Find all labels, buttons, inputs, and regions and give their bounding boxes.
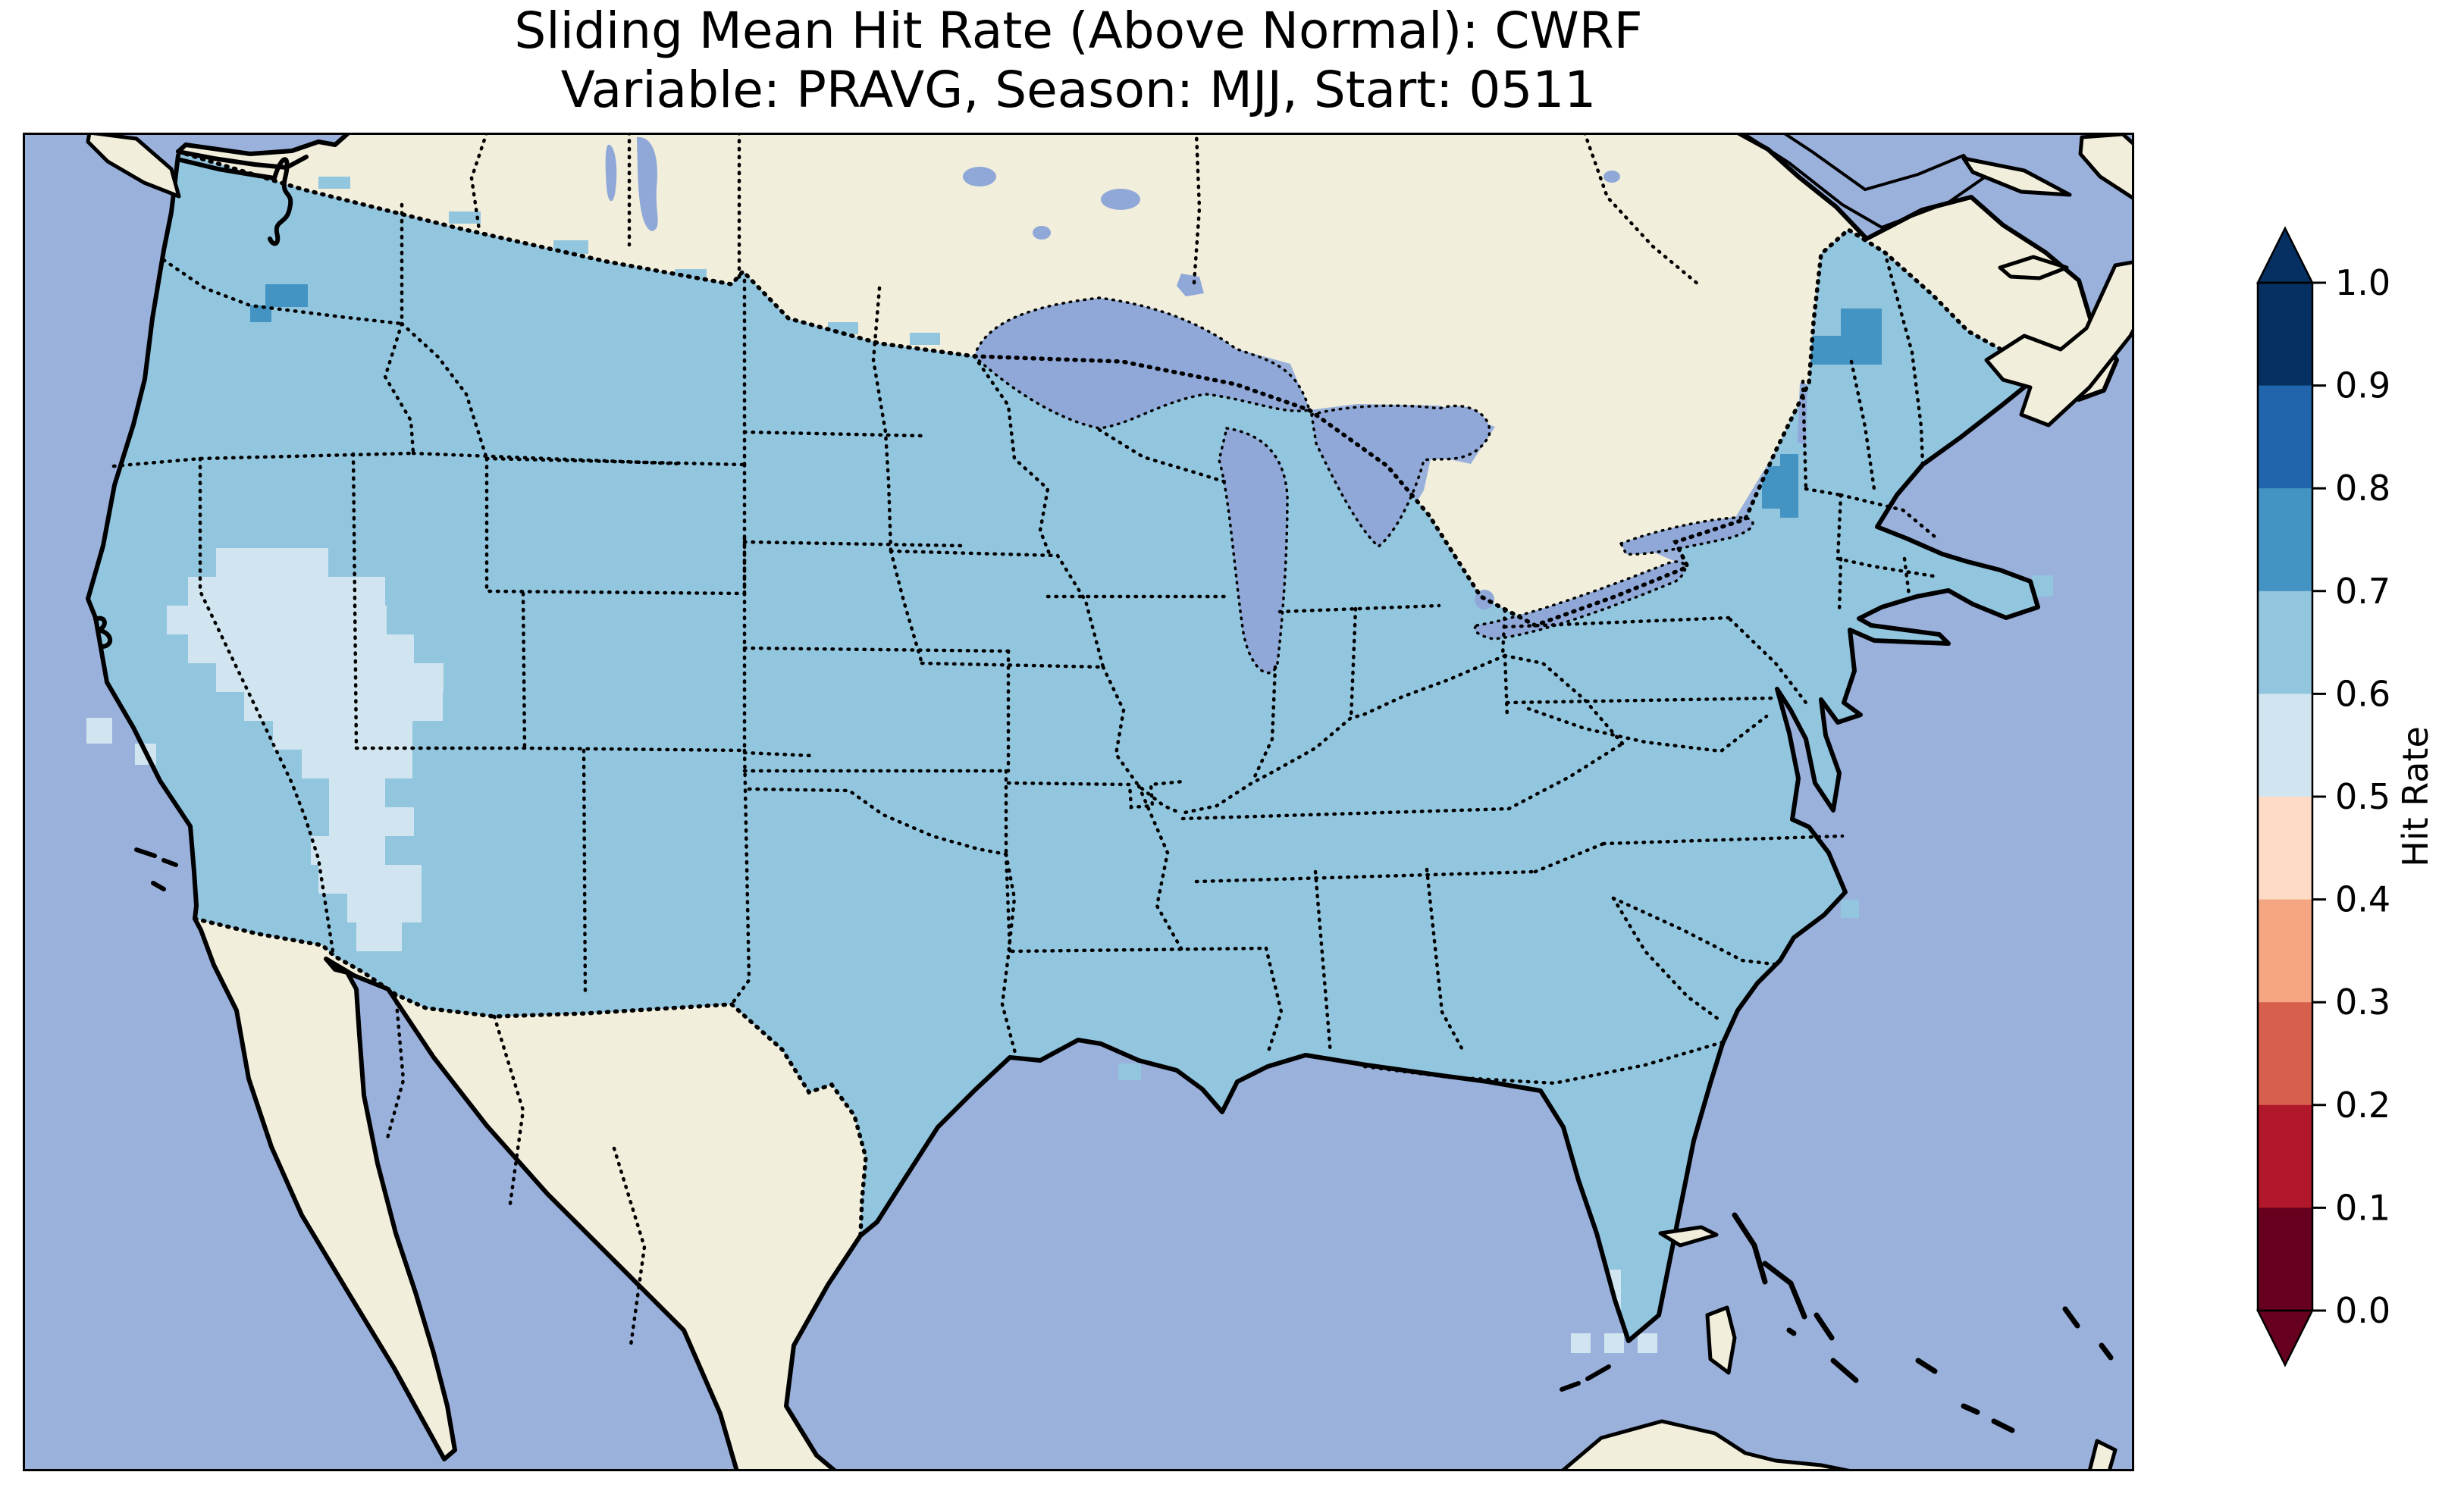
colorbar-tick-label: 0.9 — [2335, 365, 2390, 406]
national-borders — [176, 149, 2011, 1238]
hit-rate-cell-0.4-0.5 — [311, 836, 385, 865]
hit-rate-cell-0.3-0.4 — [1118, 1063, 1141, 1080]
prince-edward-island — [1998, 255, 2069, 280]
hit-rate-cell-0.2-0.3 — [250, 305, 271, 322]
colorbar: 1.0 0.9 0.8 0.7 0.6 0.5 0.4 0.3 0.2 0.1 0.0 Hit Ra… — [2237, 212, 2464, 1395]
lake-superior — [974, 298, 1309, 428]
hit-rate-cell-0.4-0.5 — [356, 634, 414, 663]
colorbar-tick-label: 0.8 — [2335, 468, 2390, 509]
mexico-landmass — [195, 919, 866, 1471]
hit-rate-cell-0.2-0.3 — [265, 284, 308, 307]
canada-lake — [1101, 189, 1140, 210]
hit-rate-cell-0.3-0.4 — [143, 449, 158, 483]
grand-bahama — [1658, 1225, 1719, 1248]
hit-rate-cell-0.4-0.5 — [318, 865, 422, 894]
lake-michigan — [1219, 428, 1287, 673]
map-frame — [23, 133, 2134, 1471]
colorbar-body: 1.0 0.9 0.8 0.7 0.6 0.5 0.4 0.3 0.2 0.1 0.0 — [2256, 226, 2390, 1367]
anticosti-island — [1961, 156, 2072, 197]
hit-rate-cell-0.4-0.5 — [216, 548, 328, 577]
canada-lake — [963, 167, 996, 186]
lake-of-the-woods — [1177, 274, 1204, 296]
hit-rate-cell-0.4-0.5 — [329, 807, 414, 836]
hit-rate-cell-0.4-0.5 — [302, 750, 412, 778]
colorbar-arrow-under — [2256, 1309, 2315, 1367]
colorbar-segment — [2258, 590, 2312, 695]
colorbar-tick-label: 0.3 — [2335, 982, 2390, 1023]
colorbar-segment — [2258, 1104, 2312, 1209]
lake-huron — [1312, 406, 1490, 547]
hit-rate-cell-0.4-0.5 — [347, 894, 422, 922]
colorbar-axis-label: Hit Rate — [2395, 726, 2436, 867]
hit-rate-cell-0.2-0.3 — [1780, 454, 1798, 518]
colorbar-tick-label: 0.5 — [2335, 776, 2390, 817]
land-non-us — [178, 133, 2117, 1471]
hit-rate-cell-0.3-0.4 — [553, 240, 588, 254]
hit-rate-cell-0.4-0.5 — [167, 606, 387, 634]
map-axes — [23, 133, 2134, 1471]
colorbar-canvas: 1.0 0.9 0.8 0.7 0.6 0.5 0.4 0.3 0.2 0.1 0.0 Hit Ra… — [2256, 226, 2436, 1367]
coastlines — [86, 133, 2119, 1471]
colorbar-tick-label: 1.0 — [2335, 262, 2390, 303]
hit-rate-cell-0.3-0.4 — [1841, 900, 1859, 918]
colorbar-segment — [2258, 385, 2312, 489]
andros-island — [1705, 1305, 1737, 1375]
lake-winnipeg — [637, 136, 658, 231]
hit-rate-cell-0.4-0.5 — [273, 721, 412, 750]
colorbar-tick-label: 0.2 — [2335, 1085, 2390, 1126]
colorbar-segment — [2258, 1207, 2312, 1311]
hit-rate-cell-0.4-0.5 — [356, 922, 402, 951]
hit-rate-cell-0.4-0.5 — [329, 778, 385, 807]
hispaniola-corner — [2087, 1439, 2118, 1471]
hit-rate-cell-0.4-0.5 — [188, 577, 385, 606]
colorbar-segment — [2258, 1002, 2312, 1106]
colorbar-tick-label: 0.4 — [2335, 879, 2390, 920]
canada-landmass — [178, 133, 2117, 619]
colorbar-tick-label: 0.0 — [2335, 1290, 2390, 1331]
colorbar-tick-label: 0.6 — [2335, 673, 2390, 714]
hit-rate-cell-0.3-0.4 — [449, 211, 481, 224]
title-line-2: Variable: PRAVG, Season: MJJ, Start: 051… — [560, 61, 1597, 119]
hit-rate-cell-0.4-0.5 — [86, 718, 112, 744]
colorbar-segment — [2258, 797, 2312, 900]
nova-scotia — [1984, 260, 2134, 428]
chart-title: Sliding Mean Hit Rate (Above Normal): CW… — [23, 2, 2134, 120]
state-borders — [111, 202, 1942, 1085]
hit-rate-cell-0.4-0.5 — [1638, 1333, 1657, 1353]
colorbar-tick-label: 0.7 — [2335, 571, 2390, 612]
hit-rate-cell-0.3-0.4 — [318, 177, 350, 189]
lake-ontario — [1621, 517, 1753, 555]
colorbar-segment — [2258, 283, 2312, 387]
canada-lake — [1603, 171, 1620, 183]
colorbar-segment — [2258, 488, 2312, 592]
hit-rate-cell-0.4-0.5 — [1571, 1333, 1591, 1353]
hit-rate-cell-0.4-0.5 — [1604, 1333, 1624, 1353]
province-borders — [384, 133, 1701, 1348]
title-line-1: Sliding Mean Hit Rate (Above Normal): CW… — [514, 2, 1643, 60]
hit-rate-patches — [167, 284, 1882, 1333]
vancouver-island — [86, 133, 181, 199]
colorbar-segment — [2258, 899, 2312, 1003]
colorbar-arrow-over — [2256, 226, 2315, 284]
colorbar-tick-label: 0.1 — [2335, 1187, 2390, 1228]
colorbar-segment — [2258, 694, 2312, 797]
hit-rate-cell-0.2-0.3 — [1841, 309, 1882, 365]
canada-lake — [1033, 226, 1051, 240]
lake-shorelines — [972, 296, 1754, 675]
map-canvas — [23, 133, 2134, 1471]
hit-rate-cell-0.3-0.4 — [910, 333, 940, 345]
lake-winnipegosis — [605, 144, 617, 202]
hit-rate-cell-0.4-0.5 — [385, 663, 443, 721]
bahamas-chain — [1732, 1212, 2114, 1433]
